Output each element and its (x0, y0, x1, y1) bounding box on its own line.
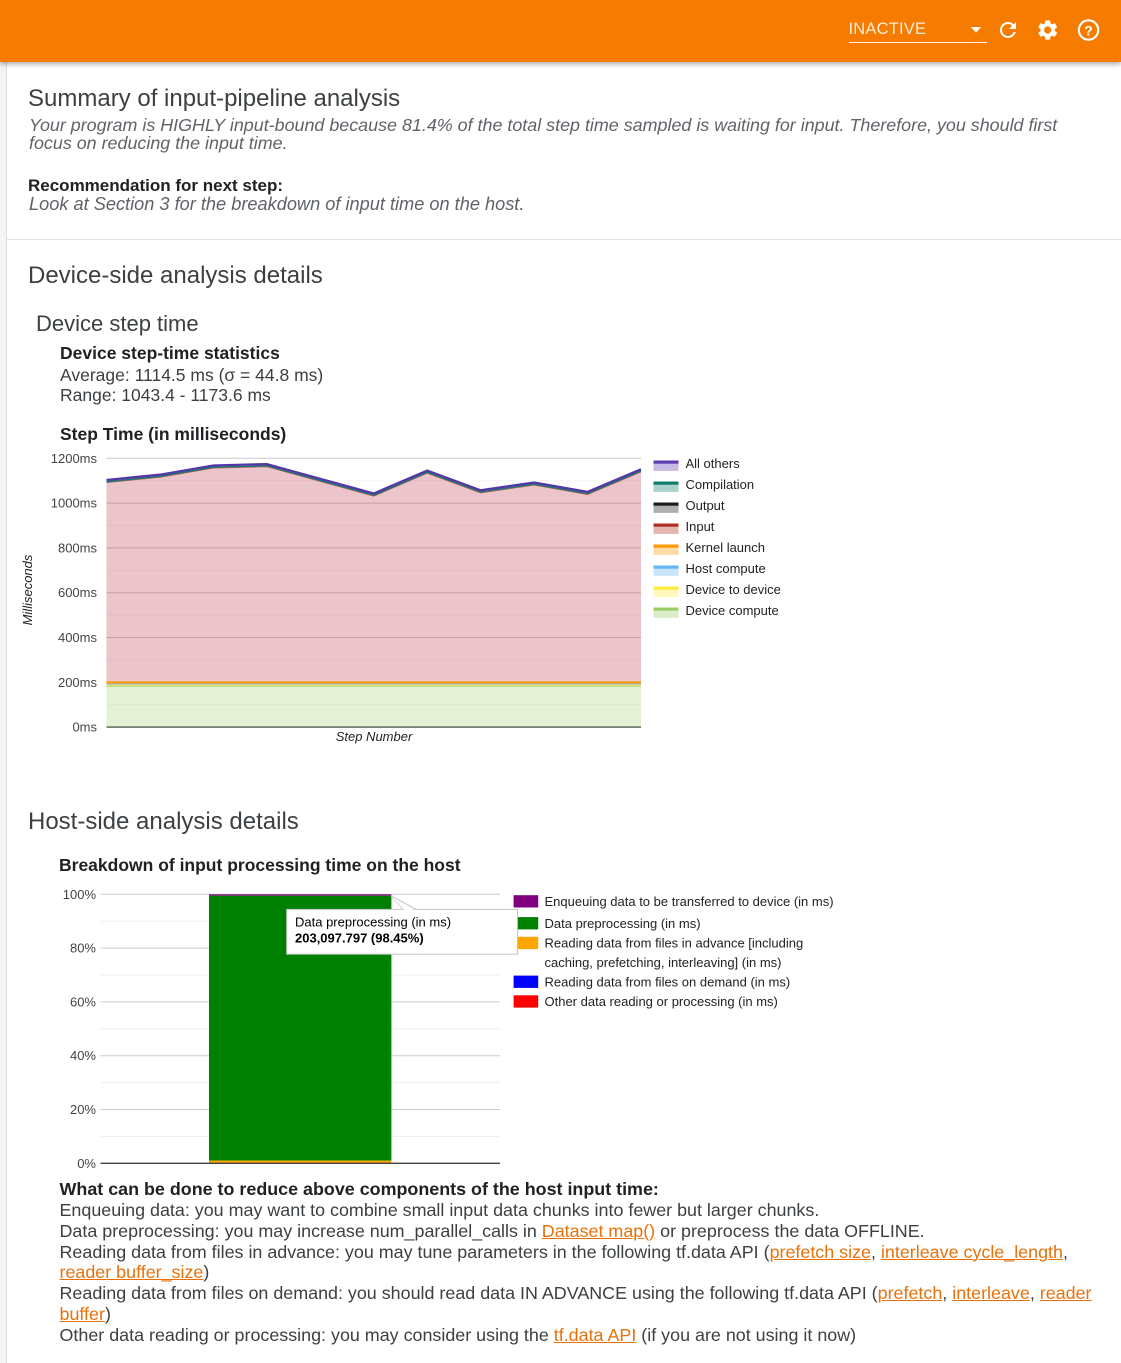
svg-text:Compilation: Compilation (686, 477, 755, 492)
svg-text:All others: All others (686, 456, 741, 471)
svg-text:Device to device: Device to device (686, 582, 781, 597)
svg-text:60%: 60% (70, 994, 96, 1009)
svg-text:Data preprocessing (in ms): Data preprocessing (in ms) (545, 916, 701, 931)
svg-text:Data preprocessing (in ms): Data preprocessing (in ms) (295, 915, 451, 930)
svg-text:Device compute: Device compute (686, 603, 779, 618)
svg-text:?: ? (1084, 22, 1093, 38)
svg-text:400ms: 400ms (58, 630, 98, 645)
svg-text:Host compute: Host compute (686, 561, 766, 576)
svg-text:100%: 100% (63, 887, 97, 902)
svg-text:1000ms: 1000ms (51, 496, 98, 511)
svg-text:200ms: 200ms (58, 675, 98, 690)
svg-text:Enqueuing data to be transferr: Enqueuing data to be transferred to devi… (545, 894, 834, 909)
svg-text:Other data reading or processi: Other data reading or processing (in ms) (545, 994, 778, 1009)
svg-text:1200ms: 1200ms (51, 451, 98, 466)
svg-text:203,097.797 (98.45%): 203,097.797 (98.45%) (295, 931, 424, 946)
svg-text:0%: 0% (77, 1156, 96, 1171)
svg-text:40%: 40% (70, 1048, 96, 1063)
svg-text:caching, prefetching, interlea: caching, prefetching, interleaving] (in … (545, 955, 782, 970)
svg-text:0ms: 0ms (72, 720, 97, 735)
svg-text:Reading data from files on dem: Reading data from files on demand (in ms… (545, 974, 791, 989)
svg-text:600ms: 600ms (58, 585, 98, 600)
svg-text:Reading data from files in adv: Reading data from files in advance [incl… (545, 936, 804, 951)
svg-text:80%: 80% (70, 941, 96, 956)
svg-text:Output: Output (686, 498, 725, 513)
svg-text:Input: Input (686, 519, 715, 534)
svg-text:800ms: 800ms (58, 540, 98, 555)
svg-text:Kernel launch: Kernel launch (686, 540, 766, 555)
svg-text:20%: 20% (70, 1102, 96, 1117)
svg-text:Step Number: Step Number (336, 729, 413, 744)
svg-text:Milliseconds: Milliseconds (20, 554, 35, 625)
